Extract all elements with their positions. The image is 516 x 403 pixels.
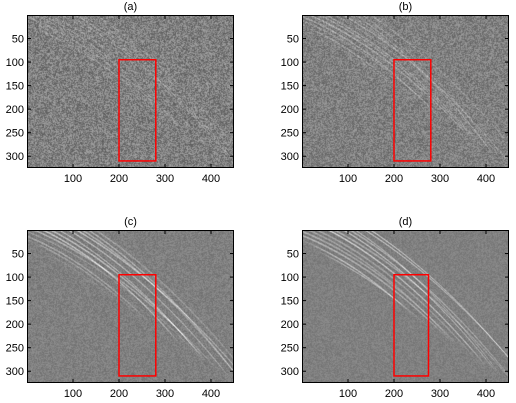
x-tick-label: 400 xyxy=(477,173,495,185)
y-tick-label: 150 xyxy=(6,296,24,308)
y-tick-label: 250 xyxy=(281,128,299,140)
y-tick-label: 150 xyxy=(281,296,299,308)
axes-frame xyxy=(302,15,509,168)
y-tick-label: 50 xyxy=(287,34,299,46)
y-tick-label: 250 xyxy=(6,343,24,355)
x-tick-label: 300 xyxy=(156,173,174,185)
x-tick-label: 200 xyxy=(385,173,403,185)
axes-frame xyxy=(302,230,509,383)
y-tick-label: 300 xyxy=(6,151,24,163)
x-tick-label: 400 xyxy=(202,173,220,185)
x-tick-label: 100 xyxy=(339,388,357,400)
x-tick-label: 400 xyxy=(202,388,220,400)
seismic-image xyxy=(302,15,509,168)
region-highlight-box xyxy=(393,273,430,377)
panel-b: (b) 100 200 300 400 50 100 150 200 250 300 xyxy=(281,1,509,185)
y-tick-label: 50 xyxy=(12,249,24,261)
axes-frame xyxy=(27,230,234,383)
region-highlight-box xyxy=(118,58,157,162)
y-tick-label: 300 xyxy=(281,366,299,378)
panel-c: (c) 100 200 300 400 50 100 150 200 250 300 xyxy=(6,216,234,400)
y-tick-label: 100 xyxy=(281,57,299,69)
y-tick-label: 300 xyxy=(6,366,24,378)
y-tick-label: 200 xyxy=(6,319,24,331)
y-tick-label: 300 xyxy=(281,151,299,163)
y-tick-label: 100 xyxy=(6,272,24,284)
seismic-image xyxy=(27,15,234,168)
x-tick-label: 400 xyxy=(477,388,495,400)
y-tick-label: 250 xyxy=(281,343,299,355)
panel-a: (a) 100 200 300 400 50 100 150 200 250 300 xyxy=(6,1,234,185)
x-tick-label: 200 xyxy=(385,388,403,400)
panel-title: (d) xyxy=(399,216,412,228)
x-tick-label: 300 xyxy=(431,388,449,400)
y-tick-label: 150 xyxy=(281,81,299,93)
seismic-image xyxy=(302,230,509,383)
y-tick-label: 200 xyxy=(6,104,24,116)
x-tick-label: 200 xyxy=(110,388,128,400)
y-tick-label: 250 xyxy=(6,128,24,140)
y-tick-label: 200 xyxy=(281,104,299,116)
x-tick-label: 100 xyxy=(64,173,82,185)
y-tick-label: 200 xyxy=(281,319,299,331)
panel-d: (d) 100 200 300 400 50 100 150 200 250 300 xyxy=(281,216,509,400)
seismic-image xyxy=(27,230,234,383)
x-tick-label: 300 xyxy=(431,173,449,185)
y-tick-label: 50 xyxy=(287,249,299,261)
y-tick-label: 100 xyxy=(6,57,24,69)
y-tick-label: 100 xyxy=(281,272,299,284)
y-tick-label: 150 xyxy=(6,81,24,93)
panel-title: (c) xyxy=(124,216,137,228)
axes-frame xyxy=(27,15,234,168)
region-highlight-box xyxy=(393,58,432,162)
x-tick-label: 100 xyxy=(64,388,82,400)
x-tick-label: 200 xyxy=(110,173,128,185)
panel-title: (b) xyxy=(399,1,412,13)
x-tick-label: 300 xyxy=(156,388,174,400)
y-tick-label: 50 xyxy=(12,34,24,46)
region-highlight-box xyxy=(118,273,157,377)
panel-title: (a) xyxy=(124,1,137,13)
x-tick-label: 100 xyxy=(339,173,357,185)
